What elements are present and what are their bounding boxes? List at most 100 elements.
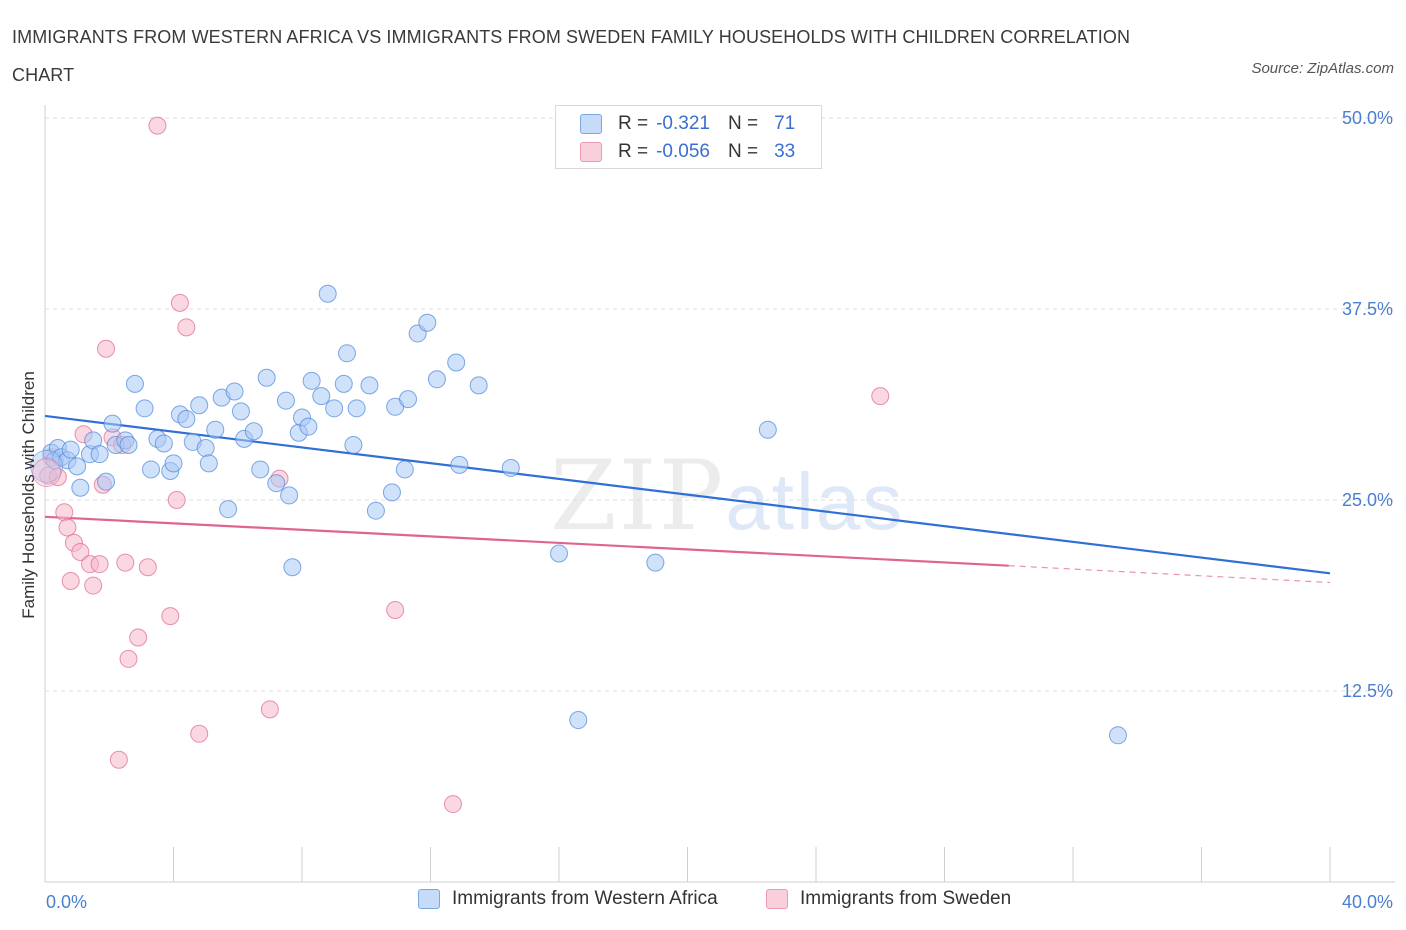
western-africa-point bbox=[758, 420, 777, 439]
series-legend-sweden[interactable]: Immigrants from Sweden bbox=[766, 888, 1011, 910]
series-legend-western-africa[interactable]: Immigrants from Western Africa bbox=[418, 888, 718, 910]
western-africa-point bbox=[142, 460, 161, 479]
western-africa-point bbox=[334, 374, 353, 393]
western-africa-point bbox=[550, 544, 568, 563]
sweden-point bbox=[148, 116, 167, 135]
western-africa-point bbox=[225, 382, 244, 401]
x-tick-label: 40.0% bbox=[1342, 892, 1393, 912]
legend-r-label: R = bbox=[618, 141, 649, 162]
western-africa-point bbox=[135, 399, 154, 418]
zipatlas-watermark: ZIPatlas bbox=[550, 440, 904, 552]
legend-n-value: 33 bbox=[774, 141, 796, 162]
correlation-legend: R = -0.321 N = 71 R = -0.056 N = 33 bbox=[555, 105, 822, 169]
western-africa-point bbox=[344, 435, 363, 454]
western-africa-point bbox=[399, 390, 418, 409]
series-name-sweden: Immigrants from Sweden bbox=[800, 888, 1012, 909]
legend-n-label: N = bbox=[727, 113, 759, 134]
series-name-western-africa: Immigrants from Western Africa bbox=[452, 888, 718, 909]
series-legend: Immigrants from Western Africa Immigrant… bbox=[0, 888, 1406, 916]
sweden-point bbox=[55, 503, 74, 522]
western-africa-point bbox=[68, 457, 87, 476]
western-africa-point bbox=[418, 313, 437, 332]
western-africa-point bbox=[190, 396, 209, 415]
sweden-point bbox=[161, 607, 180, 626]
western-africa-point bbox=[71, 478, 90, 497]
trend-lines bbox=[44, 414, 1331, 584]
western-africa-point bbox=[469, 376, 488, 395]
legend-row-sweden: R = -0.056 N = 33 bbox=[580, 139, 795, 165]
chart-source: Source: ZipAtlas.com bbox=[1251, 60, 1394, 77]
sweden-point bbox=[386, 601, 405, 620]
watermark-atlas: atlas bbox=[725, 457, 905, 546]
y-axis-label: Family Households with Children bbox=[19, 371, 38, 619]
x-tick-label: 0.0% bbox=[46, 892, 87, 912]
western-africa-point bbox=[427, 370, 446, 389]
sweden-point bbox=[138, 558, 157, 577]
western-africa-point bbox=[1108, 726, 1127, 745]
legend-r-value: -0.056 bbox=[656, 141, 710, 162]
western-africa-point bbox=[501, 458, 520, 477]
western-africa-point bbox=[302, 371, 321, 390]
y-tick-label: 12.5% bbox=[1342, 681, 1393, 701]
western-africa-point bbox=[154, 434, 173, 453]
western-africa-point bbox=[299, 417, 318, 436]
legend-swatch-sweden bbox=[580, 142, 602, 162]
sweden-point bbox=[871, 387, 890, 406]
western-africa-point bbox=[318, 284, 337, 303]
western-africa-point bbox=[337, 344, 356, 363]
legend-r-label: R = bbox=[618, 113, 649, 134]
sweden-point bbox=[170, 293, 189, 312]
western-africa-point bbox=[366, 501, 385, 520]
western-africa-point bbox=[251, 460, 270, 479]
western-africa-point bbox=[164, 454, 183, 473]
gridlines bbox=[45, 117, 1395, 692]
sweden-trend-line bbox=[44, 515, 1009, 567]
sweden-point bbox=[443, 795, 462, 814]
western-africa-point bbox=[177, 410, 196, 429]
western-africa-point bbox=[30, 449, 64, 483]
y-tick-label: 25.0% bbox=[1342, 490, 1393, 510]
legend-n-label: N = bbox=[727, 141, 759, 162]
sweden-point bbox=[71, 542, 90, 561]
y-tick-label: 37.5% bbox=[1342, 299, 1393, 319]
western-africa-point bbox=[196, 439, 215, 458]
sweden-point bbox=[260, 700, 279, 719]
western-africa-point bbox=[231, 402, 250, 421]
sweden-point bbox=[32, 457, 62, 487]
western-africa-point bbox=[119, 435, 138, 454]
axes bbox=[44, 105, 1395, 883]
western-africa-point bbox=[276, 391, 295, 410]
sweden-point bbox=[119, 649, 138, 668]
western-africa-point bbox=[90, 445, 109, 464]
western-africa-trend-line bbox=[44, 414, 1331, 575]
western-africa-point bbox=[61, 440, 80, 459]
sweden-point bbox=[177, 318, 196, 337]
legend-row-western-africa: R = -0.321 N = 71 bbox=[580, 111, 795, 137]
sweden-point bbox=[116, 553, 135, 572]
western-africa-point bbox=[450, 455, 469, 474]
sweden-point bbox=[167, 491, 186, 509]
series-swatch-western-africa bbox=[418, 889, 440, 909]
western-africa-point bbox=[283, 558, 302, 577]
sweden-point bbox=[84, 576, 103, 595]
series-swatch-sweden bbox=[766, 889, 788, 909]
western-africa-point bbox=[244, 422, 263, 441]
legend-n-value: 71 bbox=[774, 113, 796, 134]
sweden-trend-line-extension bbox=[1008, 565, 1331, 584]
western-africa-point bbox=[219, 500, 238, 519]
legend-r-value: -0.321 bbox=[656, 113, 710, 134]
sweden-point bbox=[61, 571, 80, 590]
sweden-point bbox=[109, 750, 128, 769]
y-tick-label: 50.0% bbox=[1342, 108, 1393, 128]
tick-labels: 12.5% 25.0% 37.5% 50.0% 0.0% 40.0% bbox=[46, 108, 1393, 912]
western-africa-point bbox=[125, 374, 144, 393]
western-africa-point bbox=[199, 454, 218, 473]
western-africa-point bbox=[97, 472, 116, 491]
western-africa-point bbox=[206, 420, 225, 439]
data-points bbox=[30, 116, 1127, 814]
western-africa-point bbox=[312, 387, 331, 406]
sweden-point bbox=[190, 724, 209, 743]
western-africa-point bbox=[347, 399, 366, 418]
sweden-point bbox=[129, 628, 148, 647]
